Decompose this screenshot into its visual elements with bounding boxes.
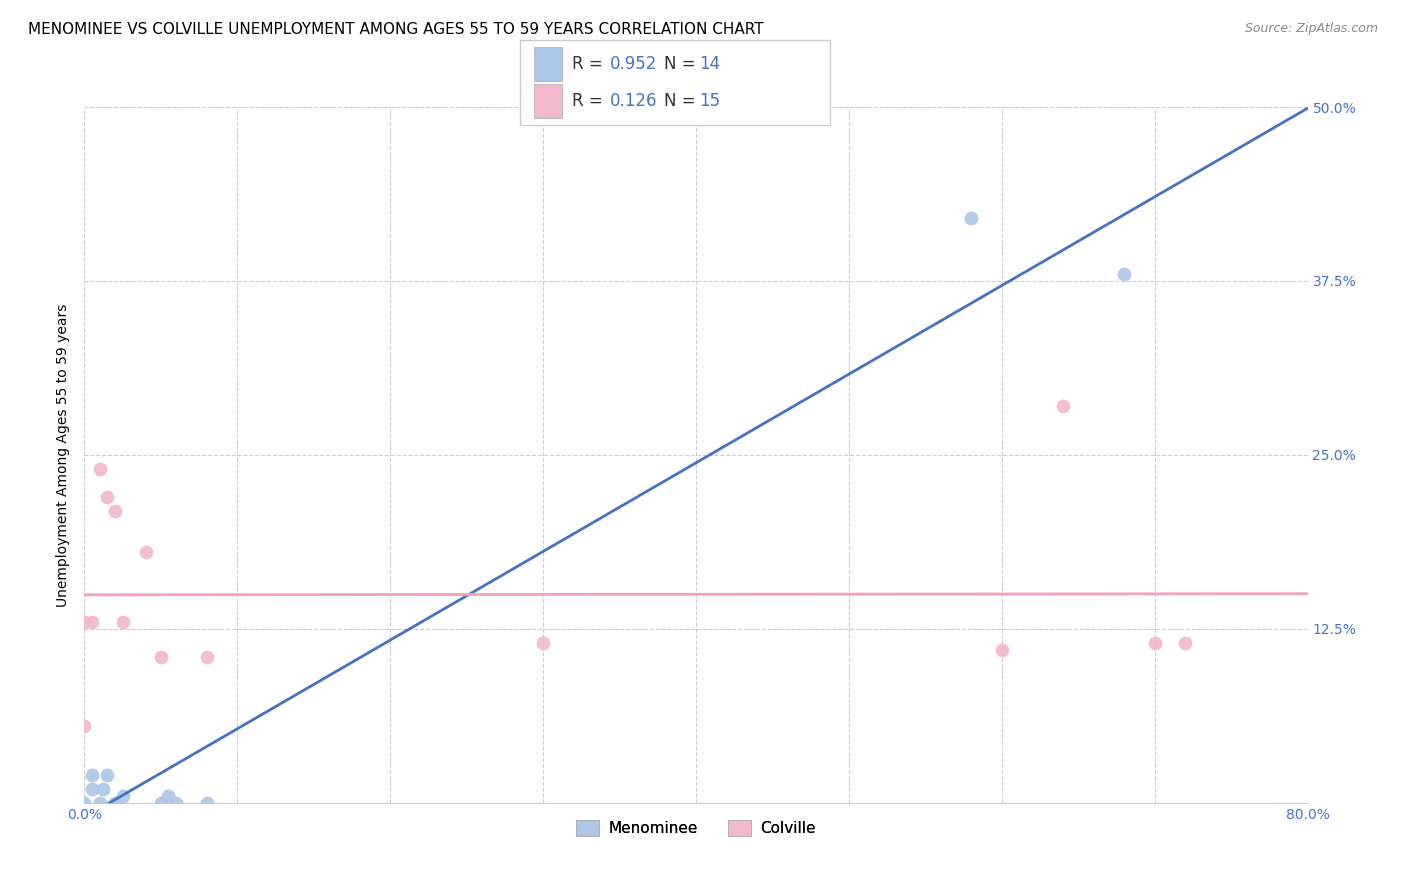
- Point: [1052, 399, 1074, 413]
- Text: MENOMINEE VS COLVILLE UNEMPLOYMENT AMONG AGES 55 TO 59 YEARS CORRELATION CHART: MENOMINEE VS COLVILLE UNEMPLOYMENT AMONG…: [28, 22, 763, 37]
- Point: [91, 781, 114, 796]
- Point: [73, 796, 96, 810]
- Point: [135, 545, 157, 559]
- Point: [73, 719, 96, 733]
- Text: 15: 15: [699, 92, 720, 110]
- Point: [157, 789, 180, 803]
- Point: [104, 503, 127, 517]
- Point: [80, 768, 103, 782]
- Y-axis label: Unemployment Among Ages 55 to 59 years: Unemployment Among Ages 55 to 59 years: [56, 303, 70, 607]
- Text: Source: ZipAtlas.com: Source: ZipAtlas.com: [1244, 22, 1378, 36]
- Point: [96, 768, 118, 782]
- Point: [111, 789, 134, 803]
- Text: 14: 14: [699, 55, 720, 73]
- Text: R =: R =: [572, 92, 609, 110]
- Point: [531, 636, 554, 650]
- Legend: Menominee, Colville: Menominee, Colville: [568, 813, 824, 844]
- Point: [960, 211, 983, 226]
- Text: N =: N =: [664, 92, 700, 110]
- Point: [80, 615, 103, 629]
- Point: [73, 615, 96, 629]
- Point: [1143, 636, 1166, 650]
- Point: [1174, 636, 1197, 650]
- Text: R =: R =: [572, 55, 609, 73]
- Point: [89, 796, 111, 810]
- Point: [149, 796, 172, 810]
- Point: [111, 615, 134, 629]
- Text: N =: N =: [664, 55, 700, 73]
- Point: [195, 796, 218, 810]
- Point: [89, 462, 111, 476]
- Point: [991, 642, 1014, 657]
- Text: 0.952: 0.952: [610, 55, 658, 73]
- Text: 0.126: 0.126: [610, 92, 658, 110]
- Point: [80, 781, 103, 796]
- Point: [96, 490, 118, 504]
- Point: [1114, 267, 1136, 281]
- Point: [104, 796, 127, 810]
- Point: [195, 649, 218, 664]
- Point: [149, 649, 172, 664]
- Point: [165, 796, 187, 810]
